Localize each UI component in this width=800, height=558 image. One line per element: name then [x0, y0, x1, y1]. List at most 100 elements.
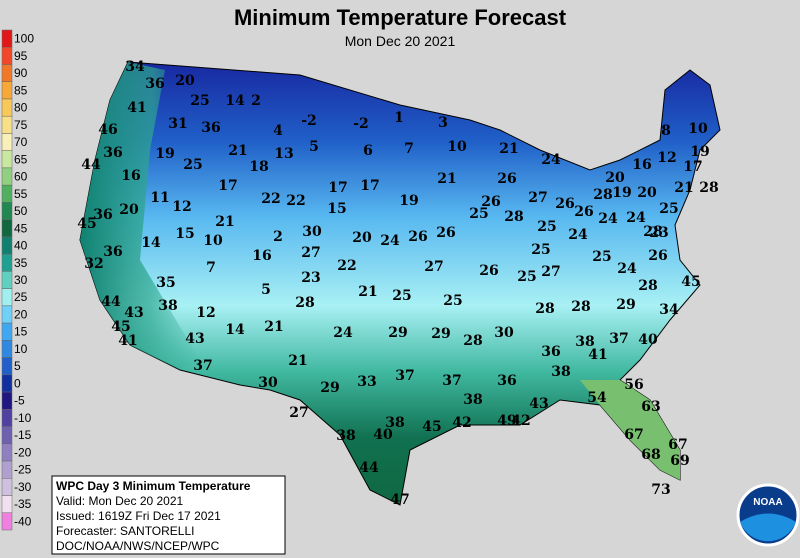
temperature: 20 [175, 73, 195, 89]
temperature: 16 [632, 157, 651, 173]
temperature: 23 [301, 270, 320, 286]
legend-label: -35 [14, 497, 32, 511]
temperature: 26 [555, 196, 574, 212]
legend-label: 0 [14, 376, 21, 390]
legend-label: -20 [14, 445, 32, 459]
temperature: 30 [494, 325, 514, 341]
temperature: 19 [690, 144, 709, 160]
legend-label: 60 [14, 170, 28, 184]
temperature: 25 [531, 242, 550, 258]
legend-label: 5 [14, 359, 21, 373]
temperature: 14 [141, 235, 161, 251]
legend-label: -15 [14, 428, 32, 442]
legend-swatch [1, 391, 13, 410]
temperature: 24 [380, 233, 400, 249]
temperature: 21 [264, 319, 283, 335]
legend-label: 65 [14, 152, 28, 166]
legend-swatch [1, 236, 13, 255]
legend-label: 25 [14, 290, 28, 304]
temperature: 10 [203, 233, 223, 249]
legend-swatch [1, 81, 13, 100]
temperature: 2 [251, 93, 261, 109]
legend-swatch [1, 202, 13, 220]
temperature: 27 [424, 259, 443, 275]
temperature: 24 [333, 325, 353, 341]
temperature: 21 [499, 141, 518, 157]
temperature: 43 [124, 305, 143, 321]
temperature: 20 [637, 185, 657, 201]
temperature: 40 [638, 332, 658, 348]
legend-label: 85 [14, 83, 28, 97]
temperature: 19 [399, 193, 418, 209]
temperature: 38 [463, 392, 482, 408]
temperature: 12 [657, 150, 676, 166]
temperature: 38 [336, 428, 355, 444]
temperature: 21 [674, 180, 693, 196]
legend-label: 50 [14, 204, 28, 218]
temperature: -2 [301, 113, 317, 129]
temperature: 21 [215, 214, 234, 230]
temperature: 36 [145, 76, 164, 92]
temperature: 24 [541, 152, 561, 168]
temperature: 41 [118, 333, 137, 349]
temperature: 26 [574, 204, 593, 220]
temperature: 30 [302, 224, 322, 240]
temperature: 20 [352, 230, 372, 246]
temperature: 34 [659, 302, 679, 318]
title: Minimum Temperature Forecast [234, 5, 567, 30]
temperature: 16 [252, 248, 271, 264]
legend-label: -25 [14, 463, 32, 477]
legend-label: -30 [14, 480, 32, 494]
legend-label: 15 [14, 325, 28, 339]
temperature: 40 [373, 427, 393, 443]
temperature: 28 [593, 187, 612, 203]
temperature: 17 [683, 159, 702, 175]
legend-swatch [1, 443, 13, 462]
logo-wave [740, 513, 796, 542]
info-line: Valid: Mon Dec 20 2021 [56, 494, 184, 508]
temperature: 18 [249, 159, 268, 175]
legend-swatch [1, 374, 13, 393]
temperature: 26 [436, 225, 455, 241]
temperature: 12 [172, 199, 191, 215]
temperature: 31 [168, 116, 187, 132]
temperature: 41 [588, 347, 607, 363]
temperature: 69 [670, 453, 689, 469]
temperature: 25 [537, 219, 556, 235]
temperature: 36 [93, 207, 112, 223]
temperature: 22 [337, 258, 356, 274]
temperature: 26 [497, 171, 516, 187]
legend-swatch [1, 495, 13, 514]
temperature: 67 [624, 427, 643, 443]
temperature: 1 [394, 110, 404, 126]
legend-swatch [1, 322, 13, 341]
temperature: 36 [497, 373, 516, 389]
legend-swatch [1, 115, 13, 134]
temperature: 56 [624, 377, 643, 393]
temperature: 19 [155, 146, 174, 162]
legend-swatch [1, 512, 13, 531]
legend-swatch [1, 271, 13, 289]
temperature: 45 [681, 274, 700, 290]
temperature: 5 [309, 139, 319, 155]
temperature: 20 [119, 202, 139, 218]
legend-swatch [1, 288, 13, 307]
west-coast-shading [80, 62, 200, 370]
temperature: 28 [571, 299, 590, 315]
temperature: 27 [541, 264, 560, 280]
temperature: 17 [360, 178, 379, 194]
legend-swatch [1, 46, 13, 65]
info-line: DOC/NOAA/NWS/NCEP/WPC [56, 539, 220, 553]
temperature: 44 [101, 294, 121, 310]
temperature: 28 [535, 301, 554, 317]
info-box [51, 475, 286, 555]
legend-label: 10 [14, 342, 28, 356]
temperature: 54 [587, 390, 607, 406]
legend-label: 40 [14, 239, 28, 253]
temperature: 26 [408, 229, 427, 245]
temperature: 37 [442, 373, 461, 389]
temperature: 28 [638, 278, 657, 294]
temperature: 42 [452, 415, 471, 431]
